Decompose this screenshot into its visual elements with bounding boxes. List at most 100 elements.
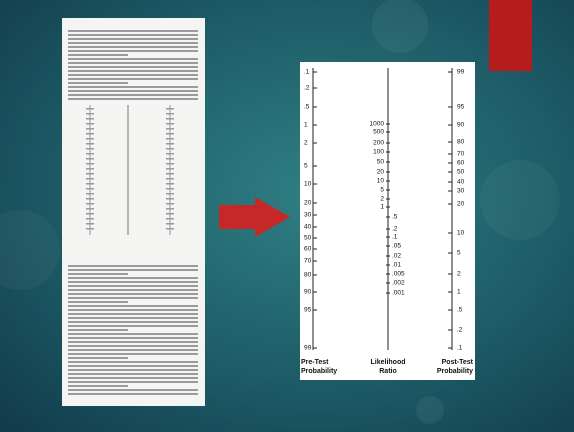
posttest-label: .1 xyxy=(457,345,463,352)
ratio-label: 10 xyxy=(377,178,385,185)
text-line xyxy=(68,325,198,327)
posttest-label: 20 xyxy=(457,201,465,208)
text-line xyxy=(68,42,198,44)
text-line xyxy=(68,385,128,387)
posttest-label: 30 xyxy=(457,188,465,195)
text-line xyxy=(68,381,198,383)
slide: .1.2.51251020304050607080909599999590807… xyxy=(0,0,574,432)
posttest-label: 5 xyxy=(457,250,461,257)
ratio-label: 100 xyxy=(373,149,384,156)
page: {"nomogram": { "left_scale": [".1", ".2"… xyxy=(0,0,574,432)
axis-title: Likelihood xyxy=(371,359,406,366)
text-line xyxy=(68,74,198,76)
ratio-label: .005 xyxy=(392,271,405,278)
pretest-label: 95 xyxy=(304,307,312,314)
text-line xyxy=(68,78,198,80)
ratio-label: 5 xyxy=(380,187,384,194)
axis-title: Ratio xyxy=(379,368,397,375)
text-line xyxy=(68,273,128,275)
text-line xyxy=(68,369,198,371)
axis-title: Probability xyxy=(301,368,337,375)
bokeh xyxy=(416,396,444,424)
document-page xyxy=(62,18,205,406)
ratio-label: .5 xyxy=(392,214,398,221)
ratio-label: 20 xyxy=(377,169,385,176)
pretest-label: 2 xyxy=(304,140,308,147)
text-line xyxy=(68,281,198,283)
text-line xyxy=(68,353,198,355)
pretest-label: 70 xyxy=(304,258,312,265)
text-line xyxy=(68,54,128,56)
posttest-label: 10 xyxy=(457,230,465,237)
text-line xyxy=(68,313,198,315)
text-line xyxy=(68,377,198,379)
ratio-label: 200 xyxy=(373,140,384,147)
text-line xyxy=(68,309,198,311)
posttest-label: 80 xyxy=(457,139,465,146)
text-line xyxy=(68,82,128,84)
pretest-label: 99 xyxy=(304,345,312,352)
text-line xyxy=(68,46,198,48)
text-line xyxy=(68,58,198,60)
pretest-label: 5 xyxy=(304,163,308,170)
text-line xyxy=(68,361,198,363)
pretest-label: 20 xyxy=(304,200,312,207)
ratio-label: 2 xyxy=(380,196,384,203)
posttest-label: 70 xyxy=(457,151,465,158)
text-line xyxy=(68,305,198,307)
posttest-label: 40 xyxy=(457,179,465,186)
text-line xyxy=(68,30,198,32)
ratio-label: .05 xyxy=(392,243,401,250)
text-line xyxy=(68,38,198,40)
text-line xyxy=(68,50,198,52)
pretest-label: 1 xyxy=(304,122,308,129)
posttest-label: .5 xyxy=(457,307,463,314)
text-line xyxy=(68,289,198,291)
axis-title: Probability xyxy=(437,368,473,375)
text-line xyxy=(68,285,198,287)
text-line xyxy=(68,70,198,72)
text-line xyxy=(68,277,198,279)
pretest-label: 50 xyxy=(304,235,312,242)
text-line xyxy=(68,269,198,271)
text-line xyxy=(68,365,198,367)
text-line xyxy=(68,265,198,267)
ratio-label: .1 xyxy=(392,234,398,241)
text-line xyxy=(68,98,198,100)
pretest-label: 10 xyxy=(304,181,312,188)
pretest-label: .2 xyxy=(304,85,310,92)
ratio-label: .02 xyxy=(392,253,401,260)
document-image xyxy=(62,18,205,406)
text-line xyxy=(68,301,128,303)
text-line xyxy=(68,86,198,88)
nomogram: .1.2.51251020304050607080909599999590807… xyxy=(300,62,475,380)
text-line xyxy=(68,62,198,64)
text-line xyxy=(68,293,198,295)
text-line xyxy=(68,345,198,347)
text-line xyxy=(68,393,198,395)
ratio-label: 50 xyxy=(377,159,385,166)
text-line xyxy=(68,349,198,351)
pretest-label: 30 xyxy=(304,212,312,219)
text-line xyxy=(68,357,128,359)
posttest-label: 1 xyxy=(457,289,461,296)
text-line xyxy=(68,297,198,299)
posttest-label: 99 xyxy=(457,69,465,76)
text-line xyxy=(68,90,198,92)
ratio-label: .001 xyxy=(392,290,405,297)
axis-title: Pre-Test xyxy=(301,359,329,366)
text-line xyxy=(68,321,198,323)
ratio-label: .01 xyxy=(392,262,401,269)
ratio-label: 1 xyxy=(380,204,384,211)
text-line xyxy=(68,333,198,335)
text-line xyxy=(68,94,198,96)
text-line xyxy=(68,337,198,339)
text-line xyxy=(68,329,128,331)
accent-block xyxy=(489,0,532,71)
text-line xyxy=(68,373,198,375)
posttest-label: 90 xyxy=(457,122,465,129)
posttest-label: 2 xyxy=(457,271,461,278)
text-line xyxy=(68,66,198,68)
posttest-label: 50 xyxy=(457,169,465,176)
pretest-label: 60 xyxy=(304,246,312,253)
